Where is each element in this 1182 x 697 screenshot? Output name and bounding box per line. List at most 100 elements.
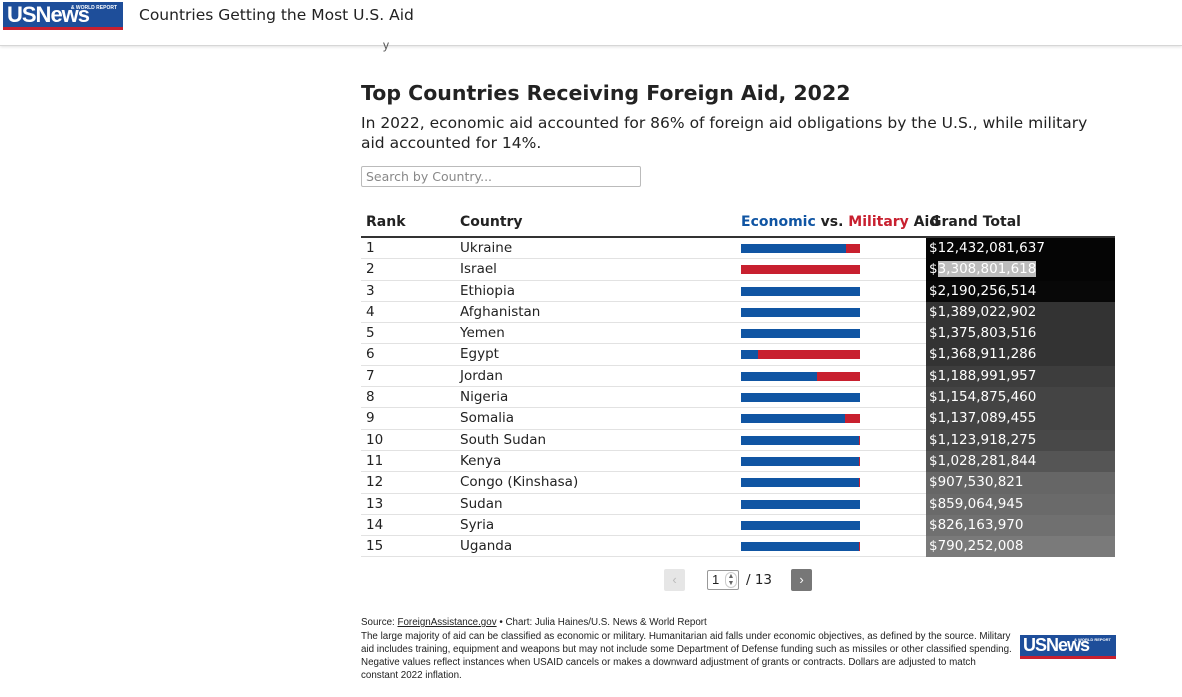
table-row[interactable]: 15 Uganda $790,252,008: [361, 536, 1115, 558]
economic-aid-segment: [741, 414, 845, 424]
country-cell: Uganda: [460, 538, 513, 555]
grand-total-cell: $1,368,911,286: [926, 344, 1115, 366]
aid-split-bar: [741, 520, 860, 530]
header-aid-split[interactable]: Economic vs. Military Aid: [741, 214, 939, 230]
table-row[interactable]: 13 Sudan $859,064,945: [361, 493, 1115, 515]
aid-split-bar: [741, 414, 860, 424]
aid-split-bar: [741, 542, 860, 552]
table-header: Rank Country Economic vs. Military Aid G…: [361, 206, 1115, 238]
aid-split-bar: [741, 435, 860, 445]
grand-total-cell: $3,308,801,618: [926, 259, 1115, 281]
source-line: Source: ForeignAssistance.gov • Chart: J…: [361, 617, 707, 628]
aid-split-bar: [741, 265, 860, 275]
economic-aid-segment: [741, 456, 859, 466]
grand-total-cell: $1,123,918,275: [926, 429, 1115, 451]
prev-page-button[interactable]: ‹: [664, 569, 685, 591]
grand-total-cell: $1,028,281,844: [926, 450, 1115, 473]
country-cell: Sudan: [460, 495, 503, 512]
aid-split-bar: [741, 307, 860, 317]
header-country[interactable]: Country: [460, 214, 523, 230]
table-row[interactable]: 2 Israel $3,308,801,618: [361, 259, 1115, 281]
header-grand-total[interactable]: Grand Total: [930, 214, 1021, 230]
economic-aid-segment: [741, 520, 860, 530]
chart-subhead: In 2022, economic aid accounted for 86% …: [361, 114, 1088, 152]
economic-aid-segment: [741, 244, 846, 253]
grand-total-cell: $1,188,991,957: [926, 365, 1115, 388]
country-cell: Afghanistan: [460, 303, 541, 320]
grand-total-cell: $859,064,945: [926, 493, 1115, 515]
total-selected-text: 3,308,801,618: [937, 261, 1037, 278]
rank-cell: 10: [366, 431, 384, 448]
header-rank[interactable]: Rank: [366, 214, 406, 230]
grand-total-cell: $790,252,008: [926, 536, 1115, 558]
rank-cell: 9: [366, 410, 375, 427]
footer-logo-tagline: & WORLD REPORT: [1074, 637, 1111, 642]
economic-aid-segment: [741, 393, 860, 403]
table-row[interactable]: 5 Yemen $1,375,803,516: [361, 323, 1115, 345]
country-cell: Somalia: [460, 410, 515, 427]
search-country-input[interactable]: [361, 166, 641, 187]
source-link[interactable]: ForeignAssistance.gov: [397, 617, 497, 628]
grand-total-cell: $1,154,875,460: [926, 387, 1115, 409]
country-cell: Israel: [460, 261, 497, 278]
military-aid-segment: [757, 350, 860, 360]
economic-aid-segment: [741, 286, 860, 296]
rank-cell: 13: [366, 495, 384, 512]
chart-heading: Top Countries Receiving Foreign Aid, 202…: [361, 81, 851, 105]
grand-total-cell: $907,530,821: [926, 472, 1115, 494]
table-row[interactable]: 14 Syria $826,163,970: [361, 514, 1115, 537]
economic-aid-segment: [741, 435, 859, 445]
rank-cell: 8: [366, 389, 375, 406]
country-cell: Kenya: [460, 452, 502, 469]
header-military-word: Military: [848, 214, 909, 230]
rank-cell: 14: [366, 516, 384, 533]
rank-cell: 2: [366, 261, 375, 278]
aid-split-bar: [741, 478, 860, 488]
table-row[interactable]: 12 Congo (Kinshasa) $907,530,821: [361, 472, 1115, 494]
logo-text: USNews: [7, 2, 90, 27]
table-row[interactable]: 9 Somalia $1,137,089,455: [361, 408, 1115, 430]
table-row[interactable]: 8 Nigeria $1,154,875,460: [361, 387, 1115, 409]
military-aid-segment: [858, 542, 860, 552]
logo-tagline: & WORLD REPORT: [70, 5, 117, 11]
military-aid-segment: [845, 244, 860, 253]
military-aid-segment: [844, 414, 860, 424]
page-spinner-icon[interactable]: ▲ ▼: [725, 572, 737, 588]
aid-split-bar: [741, 393, 860, 403]
grand-total-cell: $1,137,089,455: [926, 408, 1115, 430]
table-row[interactable]: 10 South Sudan $1,123,918,275: [361, 429, 1115, 451]
table-row[interactable]: 4 Afghanistan $1,389,022,902: [361, 301, 1115, 324]
table-row[interactable]: 6 Egypt $1,368,911,286: [361, 344, 1115, 366]
country-cell: Egypt: [460, 346, 499, 363]
country-cell: Ukraine: [460, 240, 513, 256]
usnews-logo[interactable]: USNews & WORLD REPORT: [3, 2, 123, 30]
economic-aid-segment: [741, 350, 758, 360]
next-page-button[interactable]: ›: [791, 569, 812, 591]
table-row[interactable]: 7 Jordan $1,188,991,957: [361, 365, 1115, 388]
grand-total-cell: $12,432,081,637: [926, 238, 1115, 260]
methodology-note: The large majority of aid can be classif…: [361, 631, 1012, 681]
table-row[interactable]: 3 Ethiopia $2,190,256,514: [361, 280, 1115, 302]
aid-table: Rank Country Economic vs. Military Aid G…: [361, 206, 1115, 558]
economic-aid-segment: [741, 371, 818, 381]
rank-cell: 6: [366, 346, 375, 363]
table-body: 1 Ukraine $12,432,081,637 2 Israel $3,308,801…: [361, 238, 1115, 558]
country-cell: Congo (Kinshasa): [460, 474, 579, 491]
table-row[interactable]: 1 Ukraine $12,432,081,637: [361, 238, 1115, 260]
military-aid-segment: [741, 265, 860, 275]
rank-cell: 4: [366, 303, 375, 320]
top-bar: USNews & WORLD REPORT Countries Getting …: [0, 0, 1182, 52]
military-aid-segment: [858, 435, 860, 445]
page-number-input[interactable]: 1 ▲ ▼: [707, 570, 739, 590]
rank-cell: 11: [366, 452, 384, 469]
grand-total-cell: $1,389,022,902: [926, 301, 1115, 324]
table-row[interactable]: 11 Kenya $1,028,281,844: [361, 450, 1115, 473]
economic-aid-segment: [741, 542, 859, 552]
economic-aid-segment: [741, 329, 860, 339]
military-aid-segment: [817, 371, 860, 381]
usnews-footer-logo[interactable]: USNews & WORLD REPORT: [1020, 635, 1116, 659]
aid-split-bar: [741, 456, 860, 466]
rank-cell: 3: [366, 282, 375, 299]
economic-aid-segment: [741, 499, 860, 509]
economic-aid-segment: [741, 307, 860, 317]
